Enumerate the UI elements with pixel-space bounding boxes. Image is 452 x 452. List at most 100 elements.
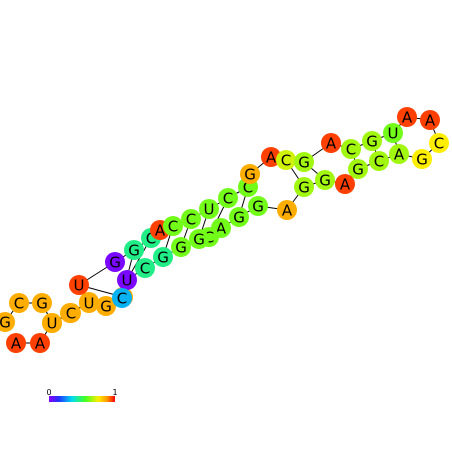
nucleotide-6: G	[96, 296, 116, 316]
nucleotide-letter: A	[402, 109, 413, 127]
nucleotide-circle	[124, 240, 144, 260]
nucleotide-9: G	[105, 252, 125, 272]
nucleotide-letter: C	[117, 290, 127, 308]
nucleotide-letter: C	[186, 211, 196, 229]
nucleotide-circle	[362, 131, 382, 151]
nucleotide-circle	[294, 177, 314, 197]
nucleotide-1: A	[6, 333, 26, 353]
nucleotide-42: G	[171, 237, 191, 257]
nucleotide-21: G	[294, 152, 314, 172]
nucleotide-circle	[42, 313, 62, 333]
nucleotide-50: G	[32, 293, 52, 313]
nucleotide-circle	[276, 150, 296, 170]
nucleotide-36: A	[277, 200, 297, 220]
nucleotide-circle	[429, 133, 449, 153]
nucleotide-letter: A	[155, 222, 166, 240]
nucleotide-circle	[240, 164, 260, 184]
nucleotide-letter: A	[282, 202, 293, 220]
nucleotide-letter: G	[157, 249, 169, 267]
nucleotide-circle	[181, 209, 201, 229]
nucleotide-letter: G	[416, 151, 428, 169]
nucleotide-circle	[6, 333, 26, 353]
nucleotide-letter: A	[326, 135, 337, 153]
nucleotide-circle	[348, 159, 368, 179]
nucleotide-circle	[105, 252, 125, 272]
nucleotide-letter: G	[193, 231, 205, 249]
nucleotide-circle	[61, 303, 81, 323]
colorbar-max-label: 1	[112, 388, 117, 397]
nucleotide-letter: A	[11, 335, 22, 353]
nucleotide-49: U	[42, 313, 62, 333]
nucleotide-letter: G	[319, 172, 331, 190]
nucleotide-circle	[189, 229, 209, 249]
nucleotide-letter: G	[109, 254, 121, 272]
nucleotide-circle	[69, 275, 89, 295]
nucleotide-letter: C	[140, 260, 150, 278]
nucleotide-20: C	[276, 150, 296, 170]
nucleotide-48: C	[61, 303, 81, 323]
nucleotide-circle	[321, 133, 341, 153]
nucleotide-31: C	[369, 151, 389, 171]
nucleotide-circle	[79, 293, 99, 313]
nucleotide-19: A	[261, 147, 281, 167]
nucleotide-circle	[315, 170, 335, 190]
nucleotide-letter: U	[47, 315, 58, 333]
nucleotide-52: G	[0, 312, 15, 332]
nucleotide-letter: A	[216, 220, 227, 238]
nucleotide-letter: U	[388, 125, 399, 143]
nucleotide-35: G	[294, 177, 314, 197]
nucleotide-letter: C	[223, 190, 233, 208]
nucleotide-circle	[397, 107, 417, 127]
nucleotide-letter: G	[366, 133, 378, 151]
nucleotide-circle	[153, 247, 173, 267]
nucleotide-letter: C	[168, 218, 178, 236]
nucleotide-14: C	[181, 209, 201, 229]
nucleotide-circle	[171, 237, 191, 257]
nucleotide-circle	[112, 288, 132, 308]
nucleotide-44: C	[135, 258, 155, 278]
nucleotide-34: G	[315, 170, 335, 190]
nucleotide-letter: A	[394, 146, 405, 164]
nucleotide-circle	[383, 123, 403, 143]
nucleotide-letter: G	[233, 209, 245, 227]
nucleotide-letter: G	[128, 242, 140, 260]
nucleotide-letter: G	[36, 295, 48, 313]
nucleotide-22: A	[321, 133, 341, 153]
nucleotide-circle	[0, 312, 15, 332]
nucleotide-circle	[261, 147, 281, 167]
nucleotide-circle	[248, 196, 268, 216]
nucleotide-circle	[117, 270, 137, 290]
nucleotide-30: A	[389, 144, 409, 164]
colorbar-min-label: 0	[46, 388, 51, 397]
nucleotide-47: U	[79, 293, 99, 313]
nucleotide-16: C	[218, 188, 238, 208]
nucleotide-letter: A	[35, 335, 46, 353]
nucleotide-circle	[32, 293, 52, 313]
nucleotide-circle	[135, 258, 155, 278]
nucleotide-circle	[163, 216, 183, 236]
nucleotide-circle	[199, 199, 219, 219]
nucleotide-28: C	[429, 133, 449, 153]
nucleotide-letter: G	[298, 154, 310, 172]
nucleotide-circle	[218, 188, 238, 208]
nucleotide-letter: G	[252, 198, 264, 216]
nucleotide-2: A	[30, 333, 50, 353]
nucleotide-letter: C	[243, 179, 253, 197]
nucleotide-letter: G	[298, 179, 310, 197]
nucleotide-letter: C	[146, 230, 156, 248]
nucleotide-letter: C	[281, 152, 291, 170]
nucleotide-29: G	[412, 149, 432, 169]
nucleotide-letter: U	[122, 272, 133, 290]
nucleotide-letter: U	[204, 201, 215, 219]
nucleotide-51: C	[9, 293, 29, 313]
nucleotide-letter: G	[352, 161, 364, 179]
nucleotide-24: G	[362, 131, 382, 151]
nucleotide-circle	[341, 139, 361, 159]
nucleotide-32: G	[348, 159, 368, 179]
nucleotide-letter: A	[425, 112, 436, 130]
nucleotide-circle	[30, 333, 50, 353]
nucleotide-circle	[277, 200, 297, 220]
nucleotide-25: U	[383, 123, 403, 143]
nucleotide-circle	[412, 149, 432, 169]
nucleotide-circle	[229, 207, 249, 227]
